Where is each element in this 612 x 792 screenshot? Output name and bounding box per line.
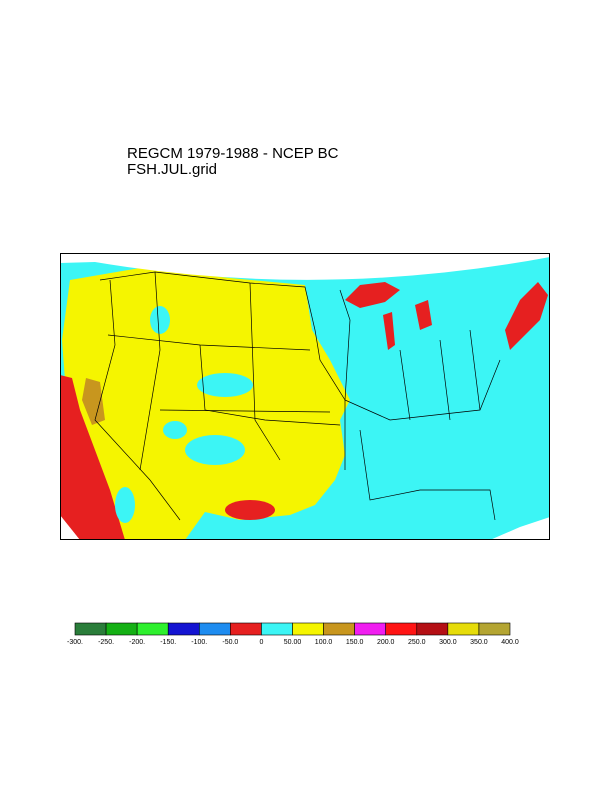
- cyan-patch: [115, 487, 135, 523]
- colorbar-swatch: [354, 622, 387, 636]
- colorbar-swatch: [478, 622, 511, 636]
- colorbar-swatch: [167, 622, 200, 636]
- state-borders: [94, 271, 501, 521]
- red-region: [60, 375, 125, 540]
- map: [60, 253, 550, 540]
- colorbar-swatch: [292, 622, 324, 636]
- cyan-patch: [150, 306, 170, 334]
- no-data-top: [60, 253, 550, 280]
- colorbar-swatch: [323, 622, 355, 636]
- colorbar-swatch: [230, 622, 262, 636]
- colorbar-label: -150.: [160, 639, 176, 646]
- cyan-patch: [185, 435, 245, 465]
- colorbar-label: -100.: [191, 639, 207, 646]
- lake-huron: [415, 300, 432, 330]
- colorbar-swatch: [416, 622, 449, 636]
- colorbar-label: 50.00: [284, 639, 302, 646]
- no-data-sw: [60, 515, 80, 540]
- colorbar-label: -300.: [67, 639, 83, 646]
- colorbar-swatch: [136, 622, 169, 636]
- cyan-patch: [197, 373, 253, 397]
- northeast-coast: [505, 282, 548, 350]
- colorbar-swatch: [105, 622, 138, 636]
- colorbar-swatch: [74, 622, 107, 636]
- colorbar-label: 250.0: [408, 639, 426, 646]
- colorbar-label: 0: [259, 639, 263, 646]
- colorbar: -300. -250. -200. -150. -100. -50.0 0 50.00 100.…: [67, 622, 519, 646]
- colorbar-label: -200.: [129, 639, 145, 646]
- colorbar-label: 350.0: [470, 639, 488, 646]
- no-data-gulf: [490, 517, 550, 540]
- colorbar-label: 400.0: [501, 639, 519, 646]
- subtitle: FSH.JUL.grid: [127, 161, 217, 178]
- colorbar-swatch: [261, 622, 293, 636]
- colorbar-label: 150.0: [346, 639, 364, 646]
- colorbar-label: 100.0: [315, 639, 333, 646]
- map-frame: [60, 253, 550, 540]
- gold-region: [82, 378, 105, 425]
- lake-michigan: [383, 312, 395, 350]
- red-patch: [225, 500, 275, 520]
- colorbar-label: 300.0: [439, 639, 457, 646]
- lake-superior: [345, 282, 400, 308]
- colorbar-label: -50.0: [222, 639, 238, 646]
- colorbar-swatch: [385, 622, 418, 636]
- colorbar-swatch: [198, 622, 231, 636]
- yellow-region: [62, 268, 350, 540]
- title: REGCM 1979-1988 - NCEP BC: [127, 145, 339, 162]
- colorbar-label: -250.: [98, 639, 114, 646]
- colorbar-label: 200.0: [377, 639, 395, 646]
- colorbar-swatch: [447, 622, 480, 636]
- cyan-patch: [163, 421, 187, 439]
